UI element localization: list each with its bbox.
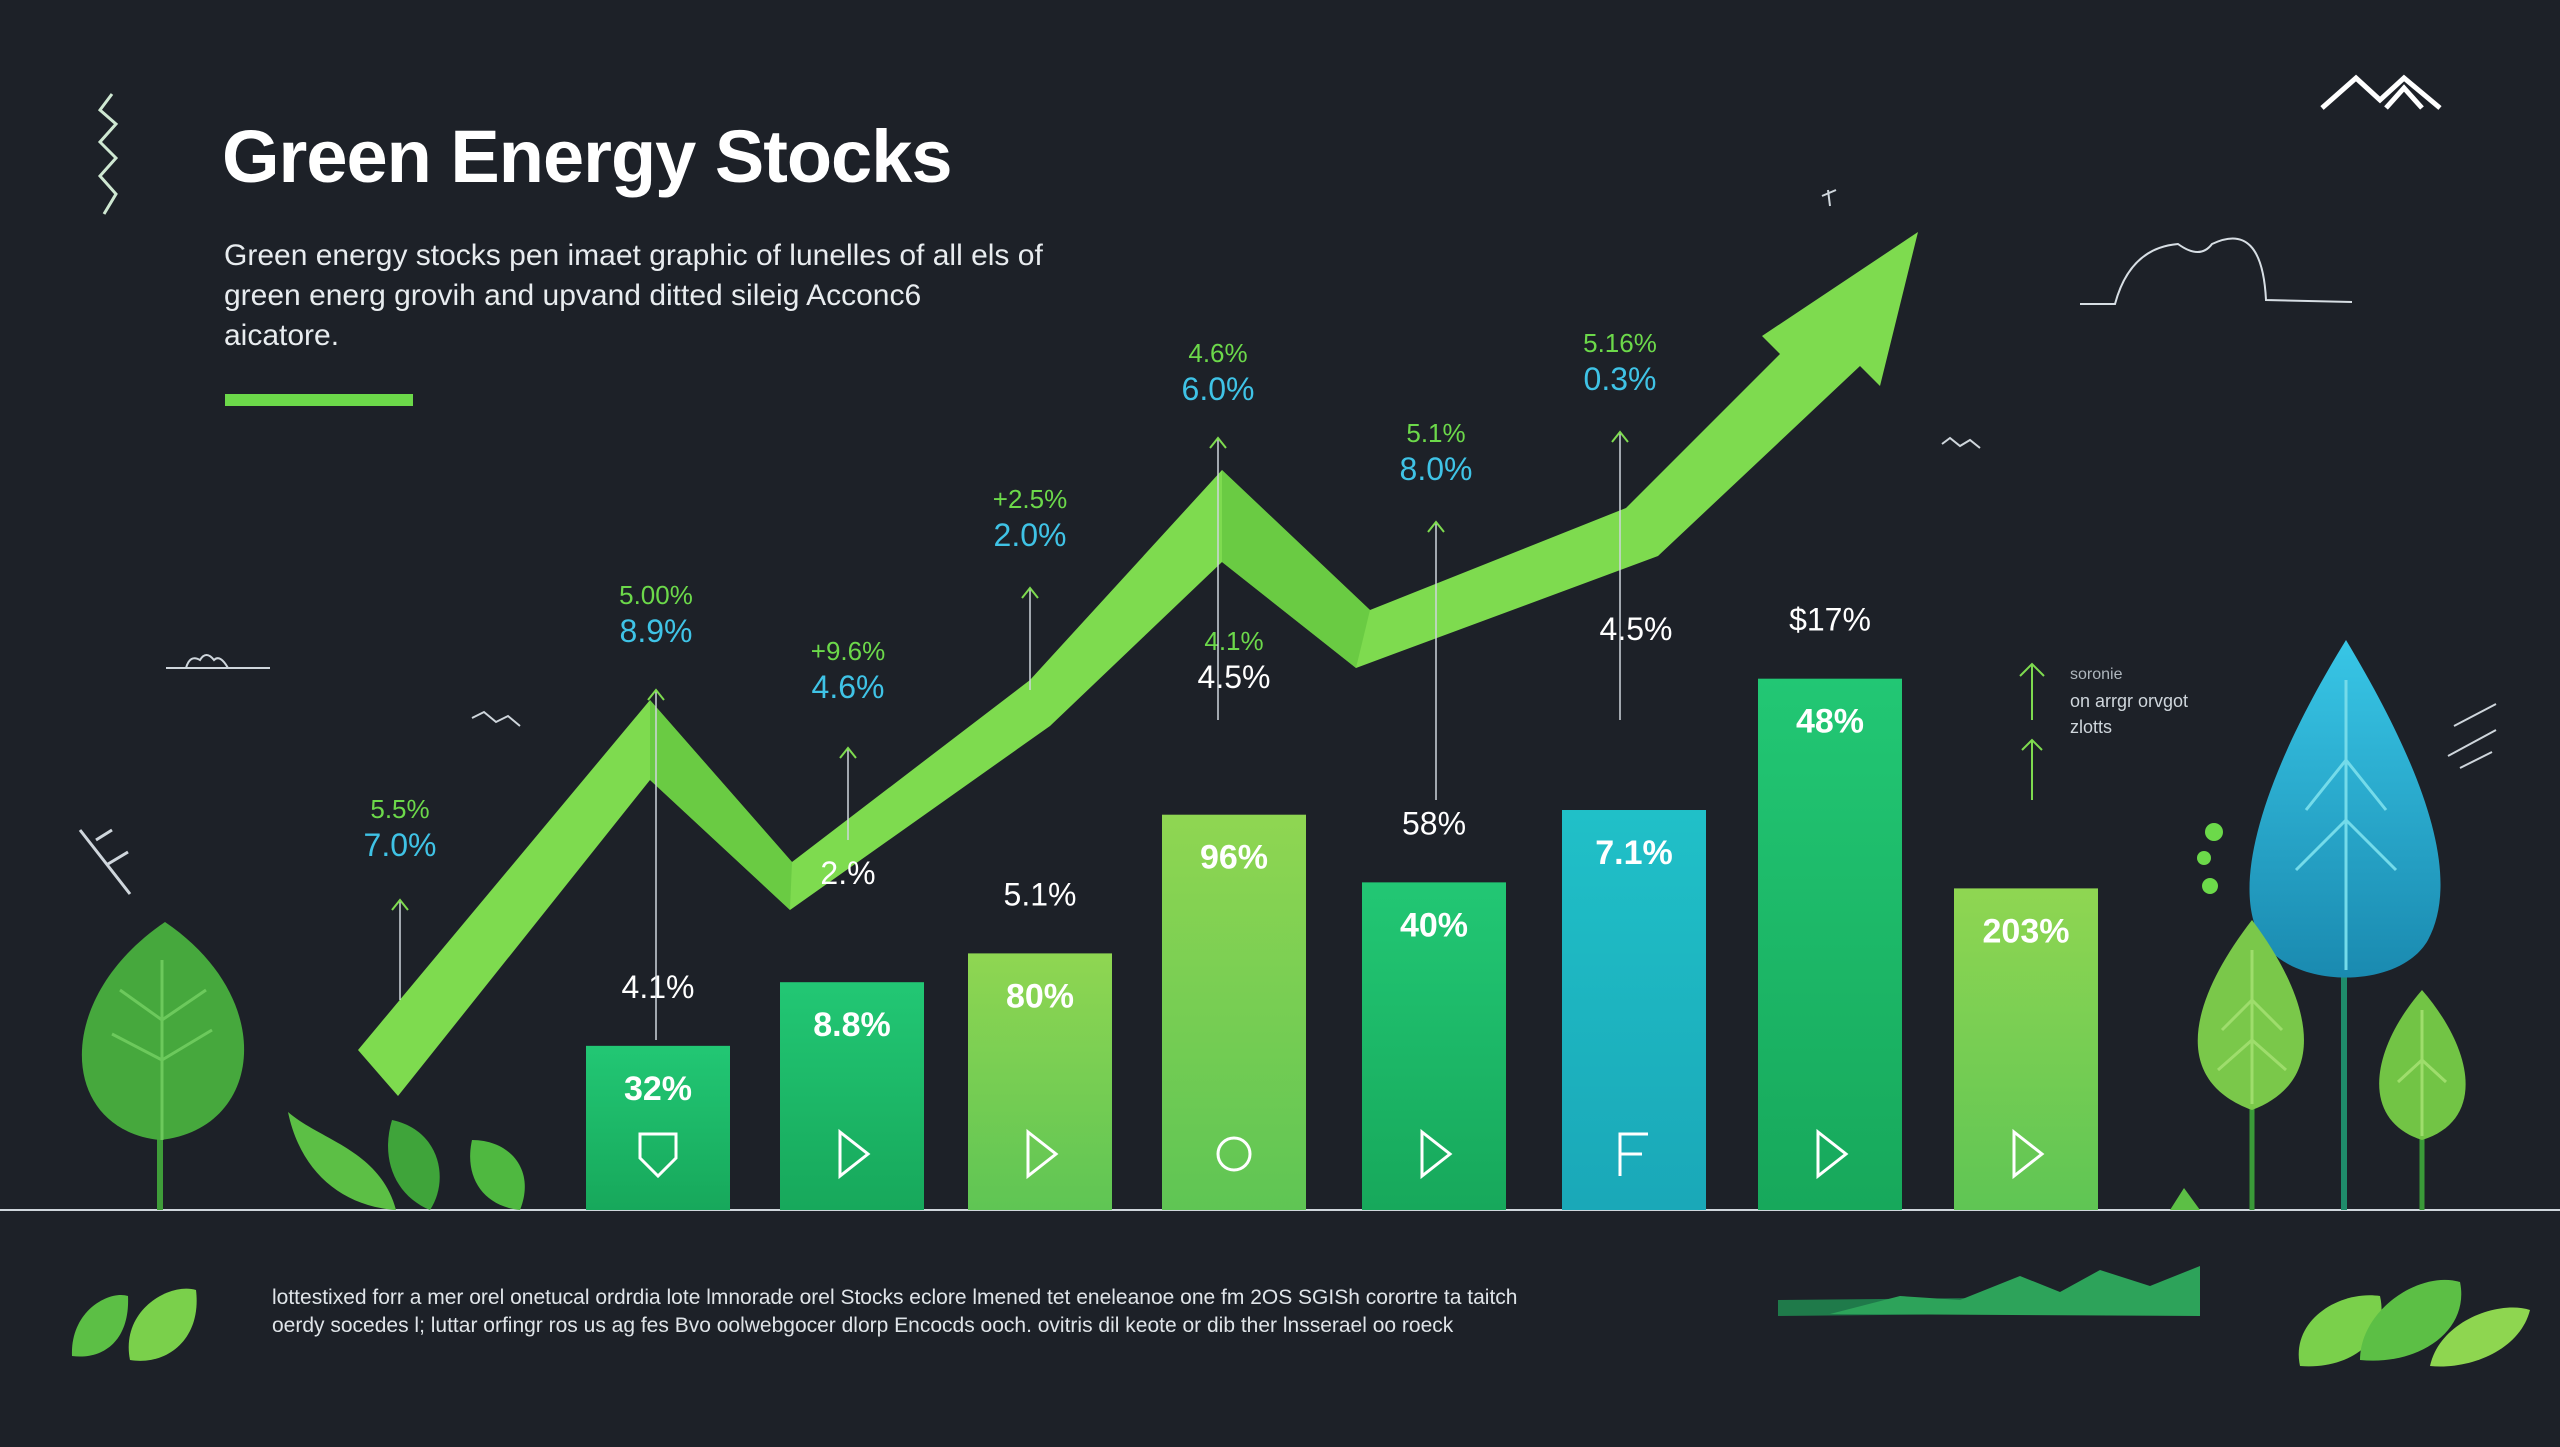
tree-blue-right xyxy=(2249,640,2441,1210)
bar xyxy=(1954,888,2098,1210)
page-title: Green Energy Stocks xyxy=(222,115,952,198)
bar-value-label: 96% xyxy=(1200,839,1268,877)
bar xyxy=(780,982,924,1210)
play-icon xyxy=(2012,1128,2045,1180)
bar xyxy=(1758,678,1902,1210)
bar-value-label: 80% xyxy=(1006,977,1074,1015)
shield-icon xyxy=(638,1132,678,1179)
bars-group xyxy=(586,678,2098,1210)
annotation-label-bottom: 4.5% xyxy=(1600,611,1673,647)
bar-top-label: $17% xyxy=(1789,602,1871,638)
annotation-label-bottom: 8.0% xyxy=(1400,451,1473,487)
leaves-bottom-left xyxy=(71,1288,197,1361)
footer-line: lottestixed forr a mer orel onetucal ord… xyxy=(272,1286,1518,1309)
bar xyxy=(1362,882,1506,1210)
bird-icon xyxy=(471,710,521,727)
annotation-label-top: 4.6% xyxy=(1188,338,1247,368)
play-icon xyxy=(1420,1128,1453,1180)
f-letter-icon xyxy=(1618,1132,1648,1176)
side-note-line: zlotts xyxy=(2070,717,2113,737)
bar xyxy=(1162,814,1306,1210)
up-arrow-icon xyxy=(2019,662,2045,720)
play-icon xyxy=(1026,1128,1059,1180)
bar-value-label: 8.8% xyxy=(813,1006,891,1044)
bar-value-label: 40% xyxy=(1400,906,1468,944)
annotation-label-top: +2.5% xyxy=(993,484,1067,514)
annotation-label-bottom: 4.6% xyxy=(812,669,885,705)
bar xyxy=(1562,810,1706,1210)
bar xyxy=(586,1045,730,1210)
bar-value-label: 7.1% xyxy=(1595,834,1673,872)
tick-icon xyxy=(1821,189,1837,207)
annotation-label-bottom: 4.5% xyxy=(1198,659,1271,695)
up-arrow-icon xyxy=(839,746,857,759)
bar-top-label: 58% xyxy=(1402,805,1466,841)
cloud-icon xyxy=(166,654,270,669)
bar-value-label: 203% xyxy=(1983,912,2070,950)
page-subtitle: Green energy stocks pen imaet graphic of… xyxy=(224,239,1043,352)
annotation-label-bottom: 0.3% xyxy=(1584,361,1657,397)
bar-top-label: 5.1% xyxy=(1004,876,1077,912)
annotation-label-top: +9.6% xyxy=(811,636,885,666)
annotations-group: 5.5%7.0%5.00%8.9%+9.6%4.6%2.%+2.5%2.0%4.… xyxy=(364,328,1673,1040)
circle-icon xyxy=(1216,1136,1252,1172)
play-icon xyxy=(1816,1128,1849,1180)
annotation-label-top: 5.1% xyxy=(1406,418,1465,448)
annotation-label-top: 5.00% xyxy=(619,580,693,610)
up-arrow-icon xyxy=(1021,586,1039,599)
squiggle-icon xyxy=(97,93,119,215)
footer-line: oerdy socedes l; luttar orfingr ros us a… xyxy=(272,1314,1454,1337)
title-underline xyxy=(225,394,413,406)
up-arrow-icon xyxy=(1427,520,1445,533)
up-arrow-icon xyxy=(2021,738,2043,800)
side-note: soronie on arrgr orvgot zlotts xyxy=(2070,662,2270,740)
landscape-bottom-right xyxy=(1778,1266,2530,1367)
bird-icon xyxy=(1941,436,1981,449)
tree-green-right xyxy=(2170,823,2466,1210)
bar-labels-group: 32% 4.1% 8.8% 80% 5.1% 96% 40% 58% 7.1% 48% $17% 20… xyxy=(622,602,2070,1180)
up-arrow-icon xyxy=(647,688,665,701)
side-note-line: soronie xyxy=(2070,666,2123,683)
bar-value-label: 48% xyxy=(1796,703,1864,741)
bar-top-label: 4.1% xyxy=(622,969,695,1005)
annotation-label-bottom: 6.0% xyxy=(1182,371,1255,407)
mountain-logo-icon xyxy=(2320,74,2442,110)
annotation-label-top: 5.5% xyxy=(370,794,429,824)
annotation-label-bottom: 8.9% xyxy=(620,613,693,649)
play-icon xyxy=(838,1128,871,1180)
footer-text: lottestixed forr a mer orel onetucal ord… xyxy=(272,1284,1612,1340)
side-note-line: on arrgr orvgot xyxy=(2070,691,2189,711)
annotation-label-bottom: 7.0% xyxy=(364,827,437,863)
up-arrow-icon xyxy=(1611,430,1629,443)
sparkle-icon xyxy=(2447,703,2497,769)
hills-icon xyxy=(2080,237,2353,305)
annotation-label-bottom: 2.% xyxy=(820,855,875,891)
leaf-plant-left xyxy=(81,922,525,1210)
bar-value-label: 32% xyxy=(624,1070,692,1108)
annotation-label-bottom: 2.0% xyxy=(994,517,1067,553)
sparkle-icon xyxy=(78,828,132,895)
annotation-label-top: 5.16% xyxy=(1583,328,1657,358)
up-arrow-icon xyxy=(1209,436,1227,449)
annotation-label-top: 4.1% xyxy=(1204,626,1263,656)
up-arrow-icon xyxy=(391,898,409,911)
